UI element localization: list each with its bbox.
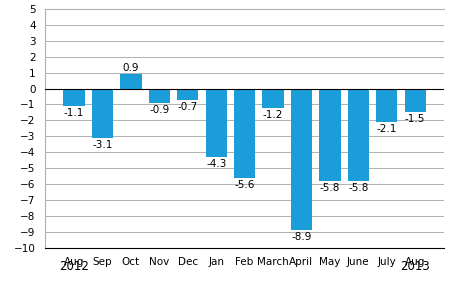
- Text: 2012: 2012: [59, 260, 89, 273]
- Text: -5.8: -5.8: [348, 183, 368, 193]
- Text: -8.9: -8.9: [291, 232, 312, 242]
- Text: -0.7: -0.7: [178, 102, 198, 112]
- Bar: [234, 88, 255, 178]
- Text: 2013: 2013: [400, 260, 430, 273]
- Text: -5.8: -5.8: [320, 183, 340, 193]
- Text: -1.5: -1.5: [405, 114, 425, 124]
- Text: -4.3: -4.3: [206, 159, 226, 169]
- Text: -1.1: -1.1: [64, 108, 84, 118]
- Text: -2.1: -2.1: [376, 124, 397, 134]
- Text: 0.9: 0.9: [123, 63, 139, 73]
- Bar: [347, 88, 369, 181]
- Bar: [149, 88, 170, 103]
- Bar: [92, 88, 113, 138]
- Bar: [63, 88, 85, 106]
- Bar: [262, 88, 284, 108]
- Bar: [405, 88, 426, 112]
- Bar: [120, 74, 142, 88]
- Text: -5.6: -5.6: [235, 180, 255, 190]
- Bar: [291, 88, 312, 230]
- Text: -3.1: -3.1: [92, 140, 113, 150]
- Bar: [177, 88, 198, 100]
- Bar: [206, 88, 227, 157]
- Text: -1.2: -1.2: [263, 110, 283, 120]
- Bar: [376, 88, 397, 122]
- Bar: [319, 88, 341, 181]
- Text: -0.9: -0.9: [149, 105, 169, 115]
